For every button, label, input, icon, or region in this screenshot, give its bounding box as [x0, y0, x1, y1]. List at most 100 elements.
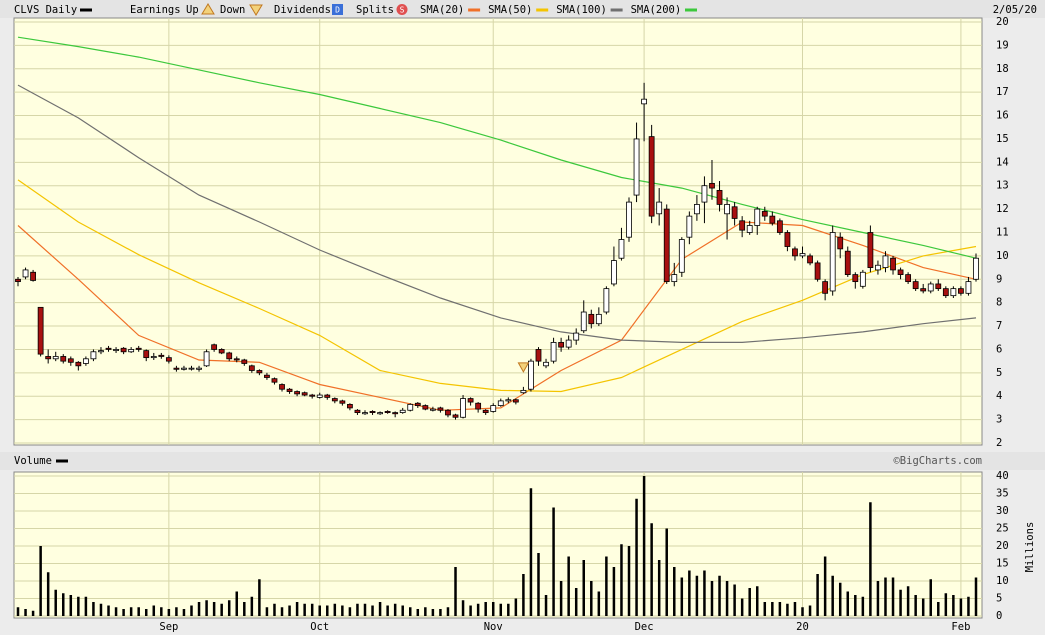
- candle-body: [739, 220, 746, 231]
- legend-label: SMA(20): [420, 4, 464, 16]
- candle-body: [837, 236, 844, 250]
- volume-bar: [937, 602, 940, 616]
- y-tick-label: 20: [996, 16, 1009, 28]
- candle-body: [761, 211, 768, 217]
- volume-bar: [137, 607, 140, 616]
- volume-axis-label: Millions: [1024, 522, 1036, 573]
- y-tick-label: 13: [996, 180, 1009, 192]
- volume-bar: [227, 600, 231, 616]
- volume-bar: [650, 523, 653, 616]
- volume-bar: [167, 609, 171, 616]
- volume-bar: [507, 603, 510, 616]
- candle-body: [256, 370, 263, 374]
- volume-bar: [469, 605, 472, 616]
- y-tick-label: 35: [996, 488, 1009, 500]
- volume-bar: [574, 588, 578, 616]
- volume-bar: [627, 546, 631, 616]
- y-tick-label: 30: [996, 505, 1009, 517]
- candle-body: [890, 257, 896, 271]
- candle-body: [347, 404, 353, 409]
- y-tick-label: 15: [996, 558, 1009, 570]
- up-label: Up: [186, 4, 199, 16]
- candle-body: [950, 288, 957, 297]
- volume-bar: [876, 581, 880, 616]
- volume-bar: [46, 572, 50, 616]
- candle-body: [211, 344, 218, 350]
- volume-bar: [688, 570, 691, 616]
- chart-title: CLVS Daily: [14, 4, 77, 16]
- volume-bar: [929, 579, 932, 616]
- volume-bar: [491, 602, 495, 616]
- volume-bar: [84, 596, 88, 616]
- volume-bar: [665, 528, 668, 616]
- candle-body: [558, 342, 565, 348]
- volume-bar: [763, 602, 767, 616]
- volume-bar: [567, 556, 570, 616]
- volume-bar: [212, 602, 216, 616]
- volume-bar: [31, 610, 35, 616]
- volume-bar: [725, 581, 729, 616]
- candle-body: [105, 347, 112, 350]
- candle-body: [52, 356, 59, 360]
- dividends-icon-text: D: [335, 6, 340, 15]
- candle-body: [686, 215, 693, 238]
- splits-label: Splits: [356, 4, 394, 16]
- volume-bar: [454, 567, 457, 616]
- candle-body: [852, 274, 859, 283]
- candle-body: [45, 356, 52, 360]
- volume-bar: [152, 605, 156, 616]
- y-tick-label: 0: [996, 610, 1002, 622]
- volume-bar: [522, 574, 525, 616]
- volume-bar: [884, 577, 887, 616]
- volume-bar: [673, 567, 676, 616]
- candle-body: [965, 281, 972, 294]
- volume-bar: [748, 588, 751, 616]
- volume-bar: [710, 581, 714, 616]
- volume-bar: [967, 596, 970, 616]
- candle-body: [927, 283, 934, 292]
- candle-body: [429, 408, 436, 411]
- y-tick-label: 5: [996, 367, 1002, 379]
- candle-body: [165, 357, 172, 362]
- candle-body: [203, 351, 210, 367]
- y-tick-label: 11: [996, 227, 1009, 239]
- volume-bar: [205, 600, 208, 616]
- volume-bar: [831, 575, 834, 616]
- candle-body: [135, 347, 142, 350]
- y-tick-label: 16: [996, 110, 1009, 122]
- volume-bar: [823, 556, 827, 616]
- candle-body: [769, 215, 776, 224]
- volume-header-bar: [0, 452, 1045, 470]
- candle-body: [120, 347, 127, 353]
- volume-bar: [740, 598, 744, 616]
- volume-bar: [378, 602, 382, 616]
- down-label: Down: [220, 4, 245, 16]
- candle-body: [158, 354, 165, 357]
- candle-body: [226, 352, 233, 360]
- price-panel: [13, 17, 983, 446]
- volume-bar: [461, 600, 465, 616]
- volume-bar: [590, 581, 593, 616]
- volume-bar: [733, 584, 736, 616]
- candle-body: [807, 255, 813, 264]
- volume-bar: [393, 603, 397, 616]
- candle-body: [784, 232, 791, 247]
- volume-bar: [348, 607, 352, 616]
- candle-body: [384, 411, 391, 413]
- volume-title: Volume: [14, 455, 52, 467]
- volume-bar: [605, 556, 608, 616]
- y-tick-label: 18: [996, 63, 1009, 75]
- y-tick-label: 12: [996, 203, 1009, 215]
- volume-bar: [77, 596, 80, 616]
- volume-bar: [280, 607, 284, 616]
- volume-bar: [69, 595, 73, 616]
- candle-body: [618, 239, 625, 259]
- volume-bar: [854, 595, 857, 616]
- volume-bar: [695, 575, 699, 616]
- legend-label: SMA(50): [488, 4, 532, 16]
- candle-body: [445, 409, 451, 416]
- earnings-up-icon: [201, 3, 215, 15]
- candle-body: [897, 269, 904, 275]
- volume-bar: [544, 595, 548, 616]
